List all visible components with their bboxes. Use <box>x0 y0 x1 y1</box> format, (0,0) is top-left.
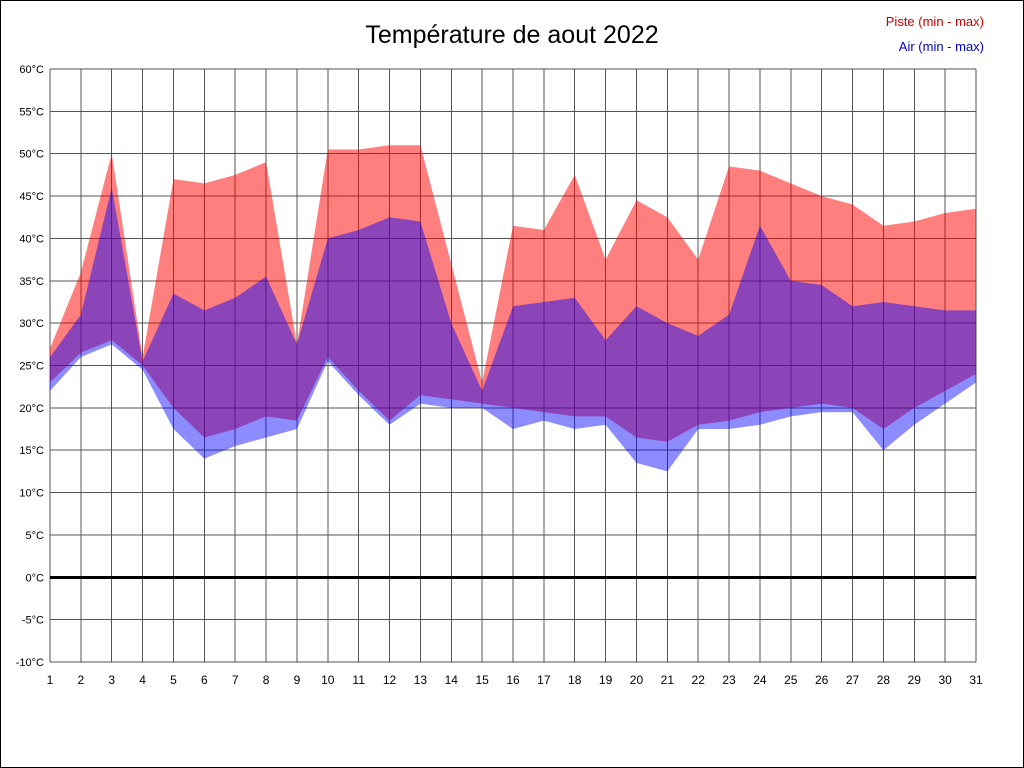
x-tick-label: 18 <box>568 673 582 687</box>
x-tick-label: 21 <box>661 673 675 687</box>
y-tick-label: -5°C <box>22 615 44 627</box>
y-tick-label: 20°C <box>19 403 44 415</box>
x-tick-label: 28 <box>877 673 891 687</box>
x-tick-label: 13 <box>414 673 428 687</box>
y-axis-labels: -10°C -5°C 0°C 5°C 10°C 15°C 20°C 25°C 30°C 35°C 4… <box>16 64 44 669</box>
x-tick-label: 14 <box>445 673 459 687</box>
chart-title: Température de aout 2022 <box>365 21 659 49</box>
y-tick-label: 5°C <box>26 530 45 542</box>
x-tick-label: 12 <box>383 673 397 687</box>
x-tick-label: 30 <box>938 673 952 687</box>
y-tick-label: 30°C <box>19 318 44 330</box>
y-tick-label: 55°C <box>19 106 44 118</box>
x-tick-label: 10 <box>321 673 335 687</box>
x-tick-label: 4 <box>139 673 146 687</box>
x-tick-label: 20 <box>630 673 644 687</box>
y-tick-label: 60°C <box>19 64 44 76</box>
x-tick-label: 25 <box>784 673 798 687</box>
legend: Piste (min - max) Air (min - max) <box>886 9 984 60</box>
x-tick-label: 1 <box>47 673 54 687</box>
x-tick-label: 19 <box>599 673 613 687</box>
y-tick-label: -10°C <box>16 657 44 669</box>
x-tick-label: 31 <box>969 673 983 687</box>
y-tick-label: 0°C <box>26 572 45 584</box>
x-tick-label: 7 <box>232 673 239 687</box>
x-tick-label: 29 <box>908 673 922 687</box>
x-tick-label: 17 <box>537 673 551 687</box>
air-band <box>50 187 976 472</box>
x-tick-label: 11 <box>352 673 365 687</box>
y-tick-label: 35°C <box>19 276 44 288</box>
y-tick-label: 10°C <box>19 488 44 500</box>
x-tick-label: 27 <box>846 673 860 687</box>
x-tick-label: 2 <box>78 673 85 687</box>
piste-band <box>50 145 976 442</box>
x-tick-label: 8 <box>263 673 270 687</box>
x-tick-label: 22 <box>692 673 706 687</box>
y-tick-label: 25°C <box>19 361 44 373</box>
y-tick-label: 45°C <box>19 191 44 203</box>
x-tick-label: 26 <box>815 673 829 687</box>
legend-piste: Piste (min - max) <box>885 14 984 29</box>
x-tick-label: 23 <box>722 673 736 687</box>
y-tick-label: 15°C <box>19 445 44 457</box>
x-tick-label: 15 <box>475 673 489 687</box>
x-tick-label: 5 <box>170 673 177 687</box>
y-tick-label: 40°C <box>19 233 44 245</box>
x-tick-label: 24 <box>753 673 767 687</box>
x-axis-labels: 1 2 3 4 5 6 7 8 9 10 11 12 13 14 15 16 17 18 19 20 21 22 23 24 2… <box>47 673 983 687</box>
x-tick-label: 6 <box>201 673 208 687</box>
x-tick-label: 3 <box>108 673 115 687</box>
x-tick-label: 9 <box>294 673 301 687</box>
legend-air: Air (min - max) <box>898 39 984 55</box>
y-tick-label: 50°C <box>19 149 44 161</box>
x-tick-label: 16 <box>506 673 520 687</box>
